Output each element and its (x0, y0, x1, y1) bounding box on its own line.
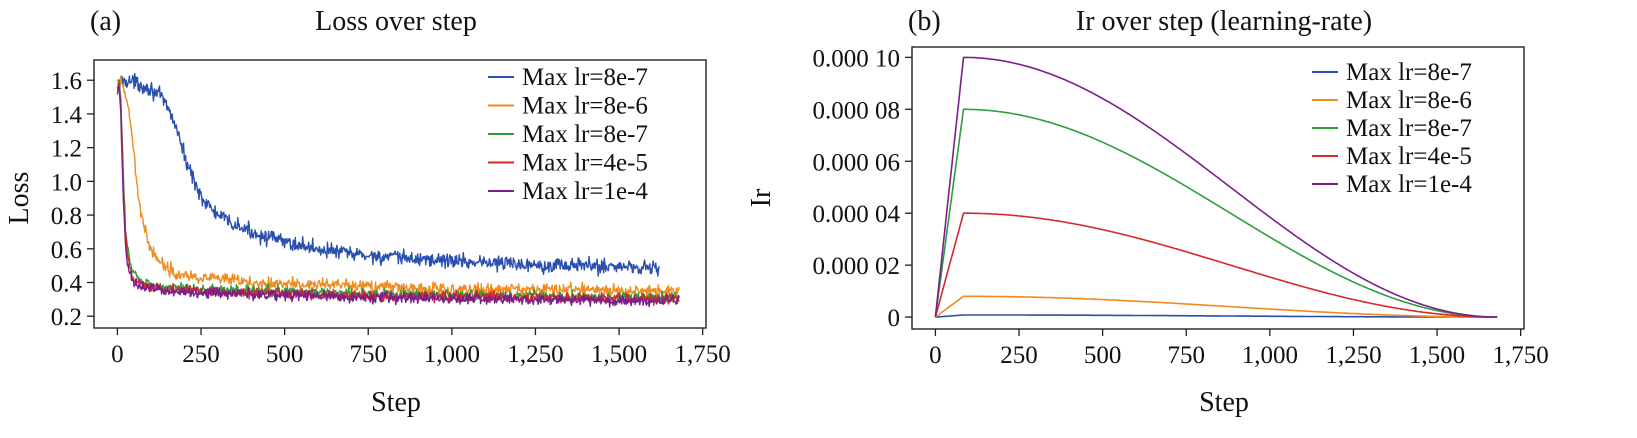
series-line (934, 108, 1498, 318)
panel-label: (a) (90, 6, 121, 37)
legend-label: Max lr=8e-7 (1346, 59, 1472, 86)
y-axis-title: Loss (4, 172, 35, 225)
x-tick-label: 500 (266, 341, 304, 368)
lr-chart: (b) Ir over step (learning-rate) Ir Step… (746, 6, 1549, 418)
y-tick-label: 0.000 02 (813, 253, 901, 280)
y-tick-label: 0 (888, 305, 901, 332)
y-axis: 0 0.000 02 0.000 04 0.000 06 0.000 08 0.000 1… (813, 45, 912, 332)
series-line (934, 212, 1498, 318)
legend-item: Max lr=4e-5 (1312, 143, 1472, 170)
x-tick-label: 1,750 (675, 341, 731, 368)
legend-item: Max lr=8e-7 (488, 121, 648, 148)
y-tick-label: 1.2 (51, 136, 82, 163)
legend-label: Max lr=1e-4 (522, 178, 648, 205)
series-layer (934, 56, 1498, 318)
x-tick-label: 1,750 (1493, 342, 1549, 369)
legend-label: Max lr=8e-6 (522, 93, 648, 120)
legend-item: Max lr=8e-7 (488, 64, 648, 91)
x-tick-label: 1,500 (1409, 342, 1465, 369)
x-tick-label: 750 (349, 341, 387, 368)
y-tick-label: 0.000 10 (813, 45, 901, 72)
legend-label: Max lr=8e-7 (522, 121, 648, 148)
legend-item: Max lr=1e-4 (488, 178, 648, 205)
legend-label: Max lr=8e-7 (522, 64, 648, 91)
chart-title: Loss over step (315, 6, 477, 37)
x-tick-label: 250 (182, 341, 220, 368)
y-axis-title: Ir (746, 188, 777, 207)
y-tick-label: 0.6 (51, 237, 82, 264)
plot-frame (93, 59, 707, 329)
x-tick-label: 1,500 (591, 341, 647, 368)
x-tick-label: 1,250 (507, 341, 563, 368)
legend-item: Max lr=8e-7 (1312, 59, 1472, 86)
y-tick-label: 0.8 (51, 203, 82, 230)
y-tick-label: 0.000 08 (813, 97, 901, 124)
legend-item: Max lr=8e-6 (1312, 87, 1472, 114)
legend-label: Max lr=8e-7 (1346, 115, 1472, 142)
y-tick-label: 0.2 (51, 304, 82, 331)
legend-label: Max lr=4e-5 (1346, 143, 1472, 170)
series-line (934, 295, 1498, 318)
x-tick-label: 1,000 (1242, 342, 1298, 369)
x-tick-label: 0 (929, 342, 942, 369)
legend-label: Max lr=8e-6 (1346, 87, 1472, 114)
legend-item: Max lr=8e-7 (1312, 115, 1472, 142)
loss-chart: (a) Loss over step Loss Step 0 250 500 750 1… (4, 6, 731, 418)
x-tick-label: 0 (111, 341, 124, 368)
y-tick-label: 0.000 04 (813, 201, 901, 228)
x-tick-label: 750 (1167, 342, 1205, 369)
legend-item: Max lr=8e-6 (488, 93, 648, 120)
legend-label: Max lr=1e-4 (1346, 171, 1472, 198)
x-tick-label: 1,250 (1325, 342, 1381, 369)
x-axis: 0 250 500 750 1,000 1,250 1,500 1,750 (111, 328, 731, 368)
series-line (116, 75, 680, 299)
x-tick-label: 1,000 (424, 341, 480, 368)
y-axis: 0.2 0.4 0.6 0.8 1.0 1.2 1.4 1.6 (51, 68, 94, 331)
series-line (934, 56, 1498, 318)
legend-item: Max lr=1e-4 (1312, 171, 1472, 198)
x-axis: 0 250 500 750 1,000 1,250 1,500 1,750 (929, 329, 1549, 369)
plot-frame (911, 46, 1525, 330)
chart-title: Ir over step (learning-rate) (1076, 6, 1372, 37)
y-tick-label: 1.4 (51, 102, 83, 129)
series-line (935, 314, 1498, 318)
panel-label: (b) (908, 6, 941, 37)
y-tick-label: 0.000 06 (813, 149, 901, 176)
series-layer (116, 73, 680, 308)
x-axis-title: Step (371, 387, 421, 418)
y-tick-label: 0.4 (51, 270, 83, 297)
x-axis-title: Step (1199, 387, 1249, 418)
series-line (117, 73, 660, 277)
y-tick-label: 1.0 (51, 169, 82, 196)
legend-item: Max lr=4e-5 (488, 150, 648, 177)
y-tick-label: 1.6 (51, 68, 82, 95)
x-tick-label: 500 (1084, 342, 1122, 369)
x-tick-label: 250 (1000, 342, 1038, 369)
legend-label: Max lr=4e-5 (522, 150, 648, 177)
series-line (116, 86, 680, 308)
